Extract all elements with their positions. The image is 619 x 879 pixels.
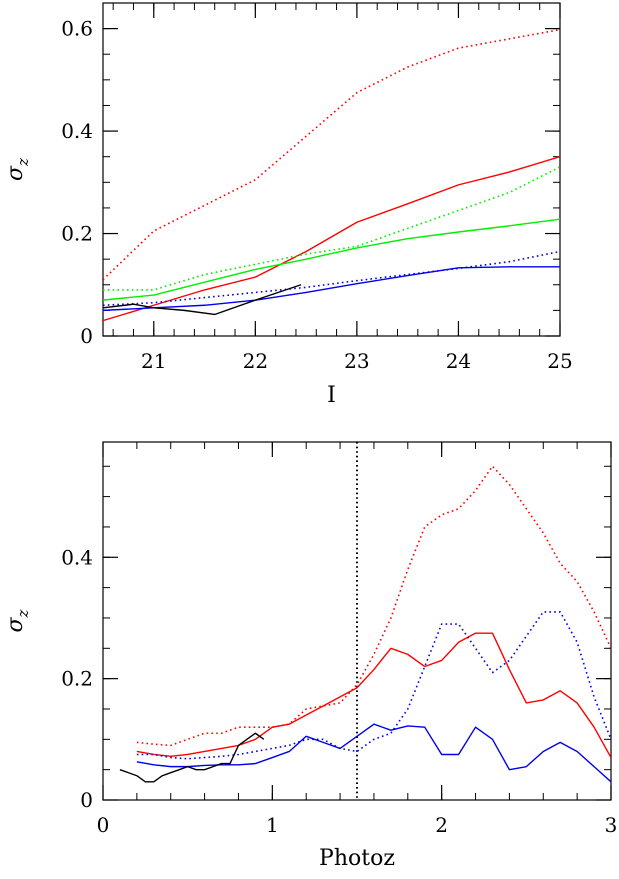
y-axis-label: σz bbox=[3, 609, 32, 632]
series-line-green-solid bbox=[103, 218, 560, 301]
chart-panel-2: 0 1 2 3 0 0.2 0.4 Photoz σz bbox=[3, 441, 618, 871]
x-axis-label: I bbox=[327, 383, 336, 408]
x-tick-label: 2 bbox=[435, 813, 448, 837]
series-line-red-solid bbox=[136, 632, 611, 758]
y-tick-label: 0.4 bbox=[61, 119, 93, 143]
x-tick-label: 24 bbox=[446, 349, 471, 373]
series-line-green-dotted bbox=[103, 166, 560, 291]
series-line-red-dotted bbox=[136, 465, 611, 747]
x-tick-label: 25 bbox=[547, 349, 572, 373]
y-tick-label: 0.2 bbox=[61, 667, 93, 691]
y-axis-label-symbol: σ bbox=[3, 616, 28, 632]
y-tick-label: 0.2 bbox=[61, 222, 93, 246]
y-axis-label-subscript: z bbox=[14, 158, 32, 167]
chart-panel-1: 21 22 23 24 25 0 0.2 0.4 0.6 Iσz bbox=[3, 2, 573, 408]
series-line-blue-solid bbox=[103, 266, 560, 312]
y-tick-label: 0 bbox=[80, 788, 93, 812]
x-tick-label: 1 bbox=[266, 813, 279, 837]
x-tick-label: 21 bbox=[141, 349, 166, 373]
x-tick-label: 23 bbox=[344, 349, 369, 373]
series-line-blue-dotted bbox=[103, 250, 560, 307]
y-axis-label: σz bbox=[3, 158, 32, 181]
x-tick-label: 22 bbox=[243, 349, 268, 373]
y-tick-label: 0.4 bbox=[61, 545, 93, 569]
y-axis-label-symbol: σ bbox=[3, 165, 28, 181]
x-tick-label: 3 bbox=[605, 813, 618, 837]
x-axis-label: Photoz bbox=[319, 846, 395, 871]
plot-frame bbox=[102, 2, 561, 337]
x-tick-label: 0 bbox=[97, 813, 110, 837]
series-line-black-solid bbox=[103, 284, 302, 316]
series-line-blue-dotted bbox=[136, 611, 611, 760]
y-tick-label: 0.6 bbox=[61, 17, 93, 41]
y-tick-label: 0 bbox=[80, 324, 93, 348]
y-axis-label-subscript: z bbox=[14, 609, 32, 618]
series-line-red-dotted bbox=[103, 28, 560, 281]
series-line-black-solid bbox=[119, 732, 265, 783]
series-line-red-solid bbox=[103, 156, 560, 322]
